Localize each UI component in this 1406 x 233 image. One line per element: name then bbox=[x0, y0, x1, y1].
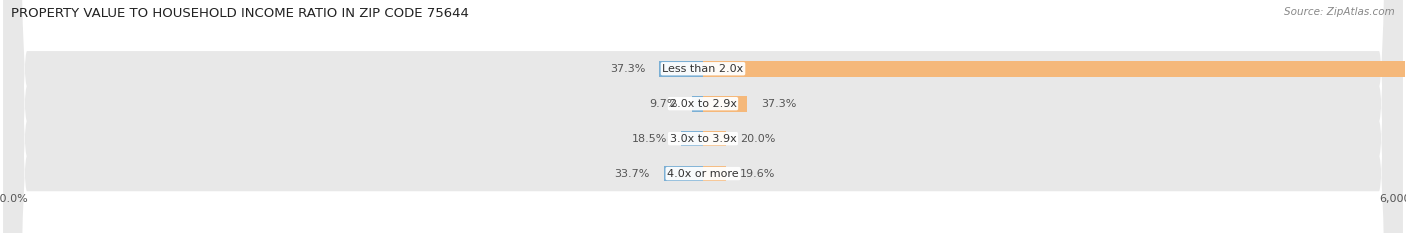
FancyBboxPatch shape bbox=[3, 0, 1403, 233]
Text: 3.0x to 3.9x: 3.0x to 3.9x bbox=[669, 134, 737, 144]
Text: 2.0x to 2.9x: 2.0x to 2.9x bbox=[669, 99, 737, 109]
Text: 37.3%: 37.3% bbox=[610, 64, 645, 74]
Bar bbox=[703, 61, 1406, 77]
Bar bbox=[659, 61, 703, 77]
Bar bbox=[682, 131, 703, 147]
Bar bbox=[664, 166, 703, 182]
Text: 19.6%: 19.6% bbox=[740, 169, 775, 178]
Text: 33.7%: 33.7% bbox=[614, 169, 650, 178]
Text: 4.0x or more: 4.0x or more bbox=[668, 169, 738, 178]
Text: Source: ZipAtlas.com: Source: ZipAtlas.com bbox=[1284, 7, 1395, 17]
Bar bbox=[703, 131, 727, 147]
Text: PROPERTY VALUE TO HOUSEHOLD INCOME RATIO IN ZIP CODE 75644: PROPERTY VALUE TO HOUSEHOLD INCOME RATIO… bbox=[11, 7, 470, 20]
FancyBboxPatch shape bbox=[3, 0, 1403, 233]
Text: 37.3%: 37.3% bbox=[761, 99, 796, 109]
Bar bbox=[703, 96, 747, 112]
Text: 18.5%: 18.5% bbox=[631, 134, 668, 144]
Text: 20.0%: 20.0% bbox=[741, 134, 776, 144]
Bar bbox=[692, 96, 703, 112]
Bar bbox=[703, 166, 725, 182]
FancyBboxPatch shape bbox=[3, 0, 1403, 233]
FancyBboxPatch shape bbox=[3, 0, 1403, 233]
Text: 9.7%: 9.7% bbox=[650, 99, 678, 109]
Text: Less than 2.0x: Less than 2.0x bbox=[662, 64, 744, 74]
